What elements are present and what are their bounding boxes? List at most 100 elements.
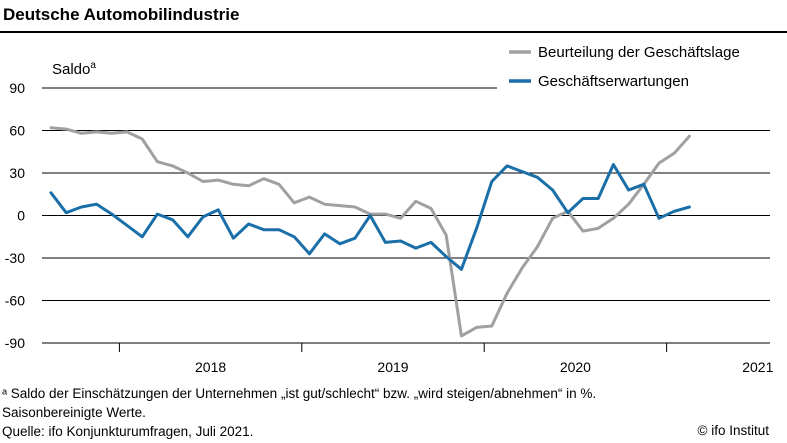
data-point — [323, 232, 326, 236]
data-point — [80, 132, 83, 135]
data-point — [399, 217, 402, 220]
data-point — [460, 268, 463, 271]
data-point — [490, 324, 494, 328]
data-point — [308, 195, 311, 199]
data-point — [460, 334, 463, 338]
data-point — [125, 224, 129, 227]
data-point — [292, 235, 296, 239]
chart-title: Deutsche Automobilindustrie — [3, 5, 240, 24]
data-point — [596, 226, 600, 230]
data-point — [64, 211, 68, 214]
x-tick-label: 2019 — [377, 359, 408, 375]
data-point — [262, 228, 266, 231]
data-point — [232, 183, 235, 186]
y-axis-label-superscript: a — [90, 60, 96, 71]
data-point — [429, 241, 433, 244]
data-point — [688, 134, 691, 138]
y-tick-label: 30 — [9, 165, 25, 181]
data-point — [384, 241, 387, 244]
data-point — [627, 188, 630, 192]
data-point — [399, 239, 402, 243]
y-tick-label: 90 — [9, 80, 25, 96]
data-point — [95, 202, 98, 206]
data-point — [414, 246, 418, 250]
data-point — [581, 197, 585, 200]
y-tick-label: 60 — [9, 123, 25, 139]
data-point — [414, 200, 418, 203]
data-point — [140, 137, 144, 141]
seasonal-note: Saisonbereinigte Werte. — [2, 405, 146, 420]
series-lines — [49, 126, 691, 338]
data-point — [444, 255, 448, 258]
data-point — [520, 170, 524, 173]
line-chart: 90 60 30 0 -30 -60 -90 2018 2019 2020 2021 Saldoa… — [5, 44, 774, 375]
data-point — [110, 132, 114, 135]
data-point — [216, 208, 220, 212]
data-point — [125, 130, 129, 134]
data-point — [368, 214, 372, 217]
data-point — [490, 180, 494, 183]
title-rule — [0, 31, 787, 33]
data-point — [110, 212, 114, 216]
legend-label-erwartungen: Geschäftserwartungen — [538, 73, 689, 90]
data-point — [642, 183, 646, 186]
data-point — [171, 164, 174, 168]
footnote: ᵃ Saldo der Einschätzungen der Unternehm… — [2, 386, 597, 401]
y-tick-label: 0 — [17, 208, 25, 224]
x-tick-label: 2021 — [742, 359, 773, 375]
data-point — [505, 164, 509, 168]
data-point — [323, 202, 326, 206]
data-point — [384, 212, 387, 216]
data-point — [277, 183, 281, 186]
source-note: Quelle: ifo Konjunkturumfragen, Juli 202… — [2, 424, 254, 439]
data-point — [475, 226, 478, 230]
y-tick-label: -60 — [5, 293, 25, 309]
x-tick-label: 2018 — [195, 359, 226, 375]
data-point — [262, 177, 266, 180]
data-point — [657, 161, 661, 165]
data-point — [216, 178, 220, 182]
x-tick-marks — [118, 343, 668, 352]
series-erwartungen — [49, 163, 691, 271]
series-line — [49, 163, 691, 271]
data-point — [566, 211, 570, 214]
data-point — [80, 205, 83, 209]
credit: © ifo Institut — [697, 423, 769, 438]
y-axis-label: Saldoa — [52, 60, 96, 78]
data-point — [247, 184, 250, 188]
data-point — [536, 245, 539, 248]
data-point — [232, 236, 235, 240]
data-point — [156, 212, 159, 216]
data-point — [596, 197, 600, 200]
data-point — [672, 209, 676, 213]
data-point — [536, 175, 539, 179]
data-point — [277, 228, 281, 231]
data-point — [338, 242, 342, 246]
data-point — [612, 163, 615, 166]
data-point — [156, 160, 159, 163]
data-point — [186, 171, 190, 175]
data-point — [49, 126, 53, 129]
data-point — [581, 229, 585, 233]
data-point — [201, 215, 205, 219]
data-point — [140, 235, 144, 239]
legend: Beurteilung der Geschäftslage Geschäftse… — [509, 44, 740, 90]
data-point — [657, 217, 661, 220]
y-tick-label: -90 — [5, 335, 25, 351]
y-tick-label: -30 — [5, 250, 25, 266]
data-point — [49, 191, 53, 195]
gridlines — [42, 87, 770, 344]
data-point — [551, 217, 554, 220]
data-point — [429, 207, 433, 210]
data-point — [247, 222, 250, 226]
data-point — [292, 201, 296, 205]
data-point — [186, 235, 190, 239]
data-point — [95, 130, 98, 134]
data-point — [338, 204, 342, 207]
data-point — [627, 202, 630, 206]
x-tick-label: 2020 — [560, 359, 591, 375]
data-point — [551, 188, 554, 192]
data-point — [612, 217, 615, 220]
data-point — [201, 180, 205, 183]
data-point — [672, 151, 676, 155]
